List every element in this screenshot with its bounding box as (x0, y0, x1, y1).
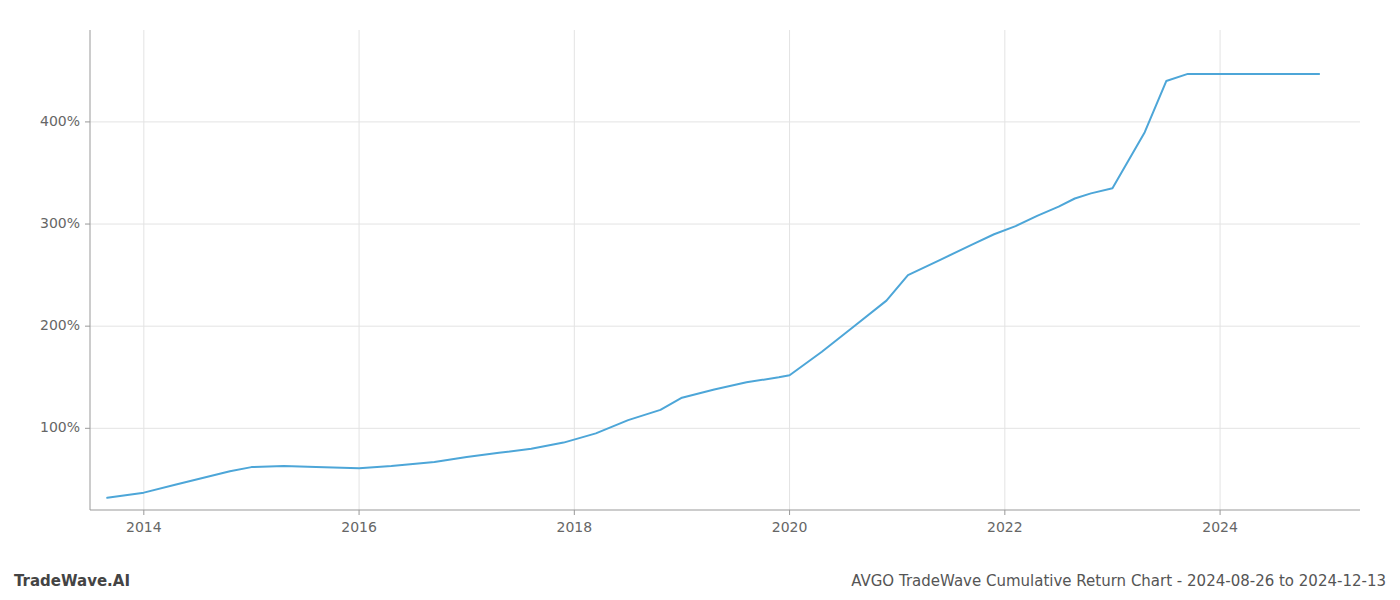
tick-x (1004, 510, 1005, 515)
grid (90, 30, 1360, 510)
tick-y (85, 326, 90, 327)
grid-line-y (90, 428, 1360, 429)
grid-line-y (90, 326, 1360, 327)
tick-label-y: 200% (40, 317, 80, 333)
grid-line-x (143, 30, 144, 510)
tick-x (789, 510, 790, 515)
tick-label-x: 2024 (1202, 519, 1238, 535)
grid-line-y (90, 224, 1360, 225)
tick-y (85, 224, 90, 225)
grid-line-x (789, 30, 790, 510)
tick-label-y: 300% (40, 215, 80, 231)
tick-label-y: 400% (40, 113, 80, 129)
chart: 100% 200% 300% 400% 2014 2016 2018 2020 2022 2024… (0, 0, 1400, 600)
tick-label-x: 2020 (772, 519, 808, 535)
tick-label-x: 2022 (987, 519, 1023, 535)
title: AVGO TradeWave Cumulative Return Chart -… (851, 572, 1386, 590)
tick-label-x: 2016 (341, 519, 377, 535)
axes: 100% 200% 300% 400% 2014 2016 2018 2020 2022 2024 (40, 30, 1360, 535)
line (107, 74, 1319, 498)
grid-line-x (1004, 30, 1005, 510)
tick-label-x: 2014 (126, 519, 162, 535)
axis-y (90, 30, 91, 510)
grid-line-y (90, 121, 1360, 122)
watermark: TradeWave.AI (14, 572, 130, 590)
tick-label-x: 2018 (557, 519, 593, 535)
tick-y (85, 121, 90, 122)
tick-y (85, 428, 90, 429)
tick-x (143, 510, 144, 515)
grid-line-x (1220, 30, 1221, 510)
grid-line-x (574, 30, 575, 510)
plot-area (107, 74, 1319, 498)
tick-x (574, 510, 575, 515)
tick-label-y: 100% (40, 419, 80, 435)
tick-x (359, 510, 360, 515)
grid-line-x (359, 30, 360, 510)
axis-x (90, 510, 1360, 511)
tick-x (1220, 510, 1221, 515)
